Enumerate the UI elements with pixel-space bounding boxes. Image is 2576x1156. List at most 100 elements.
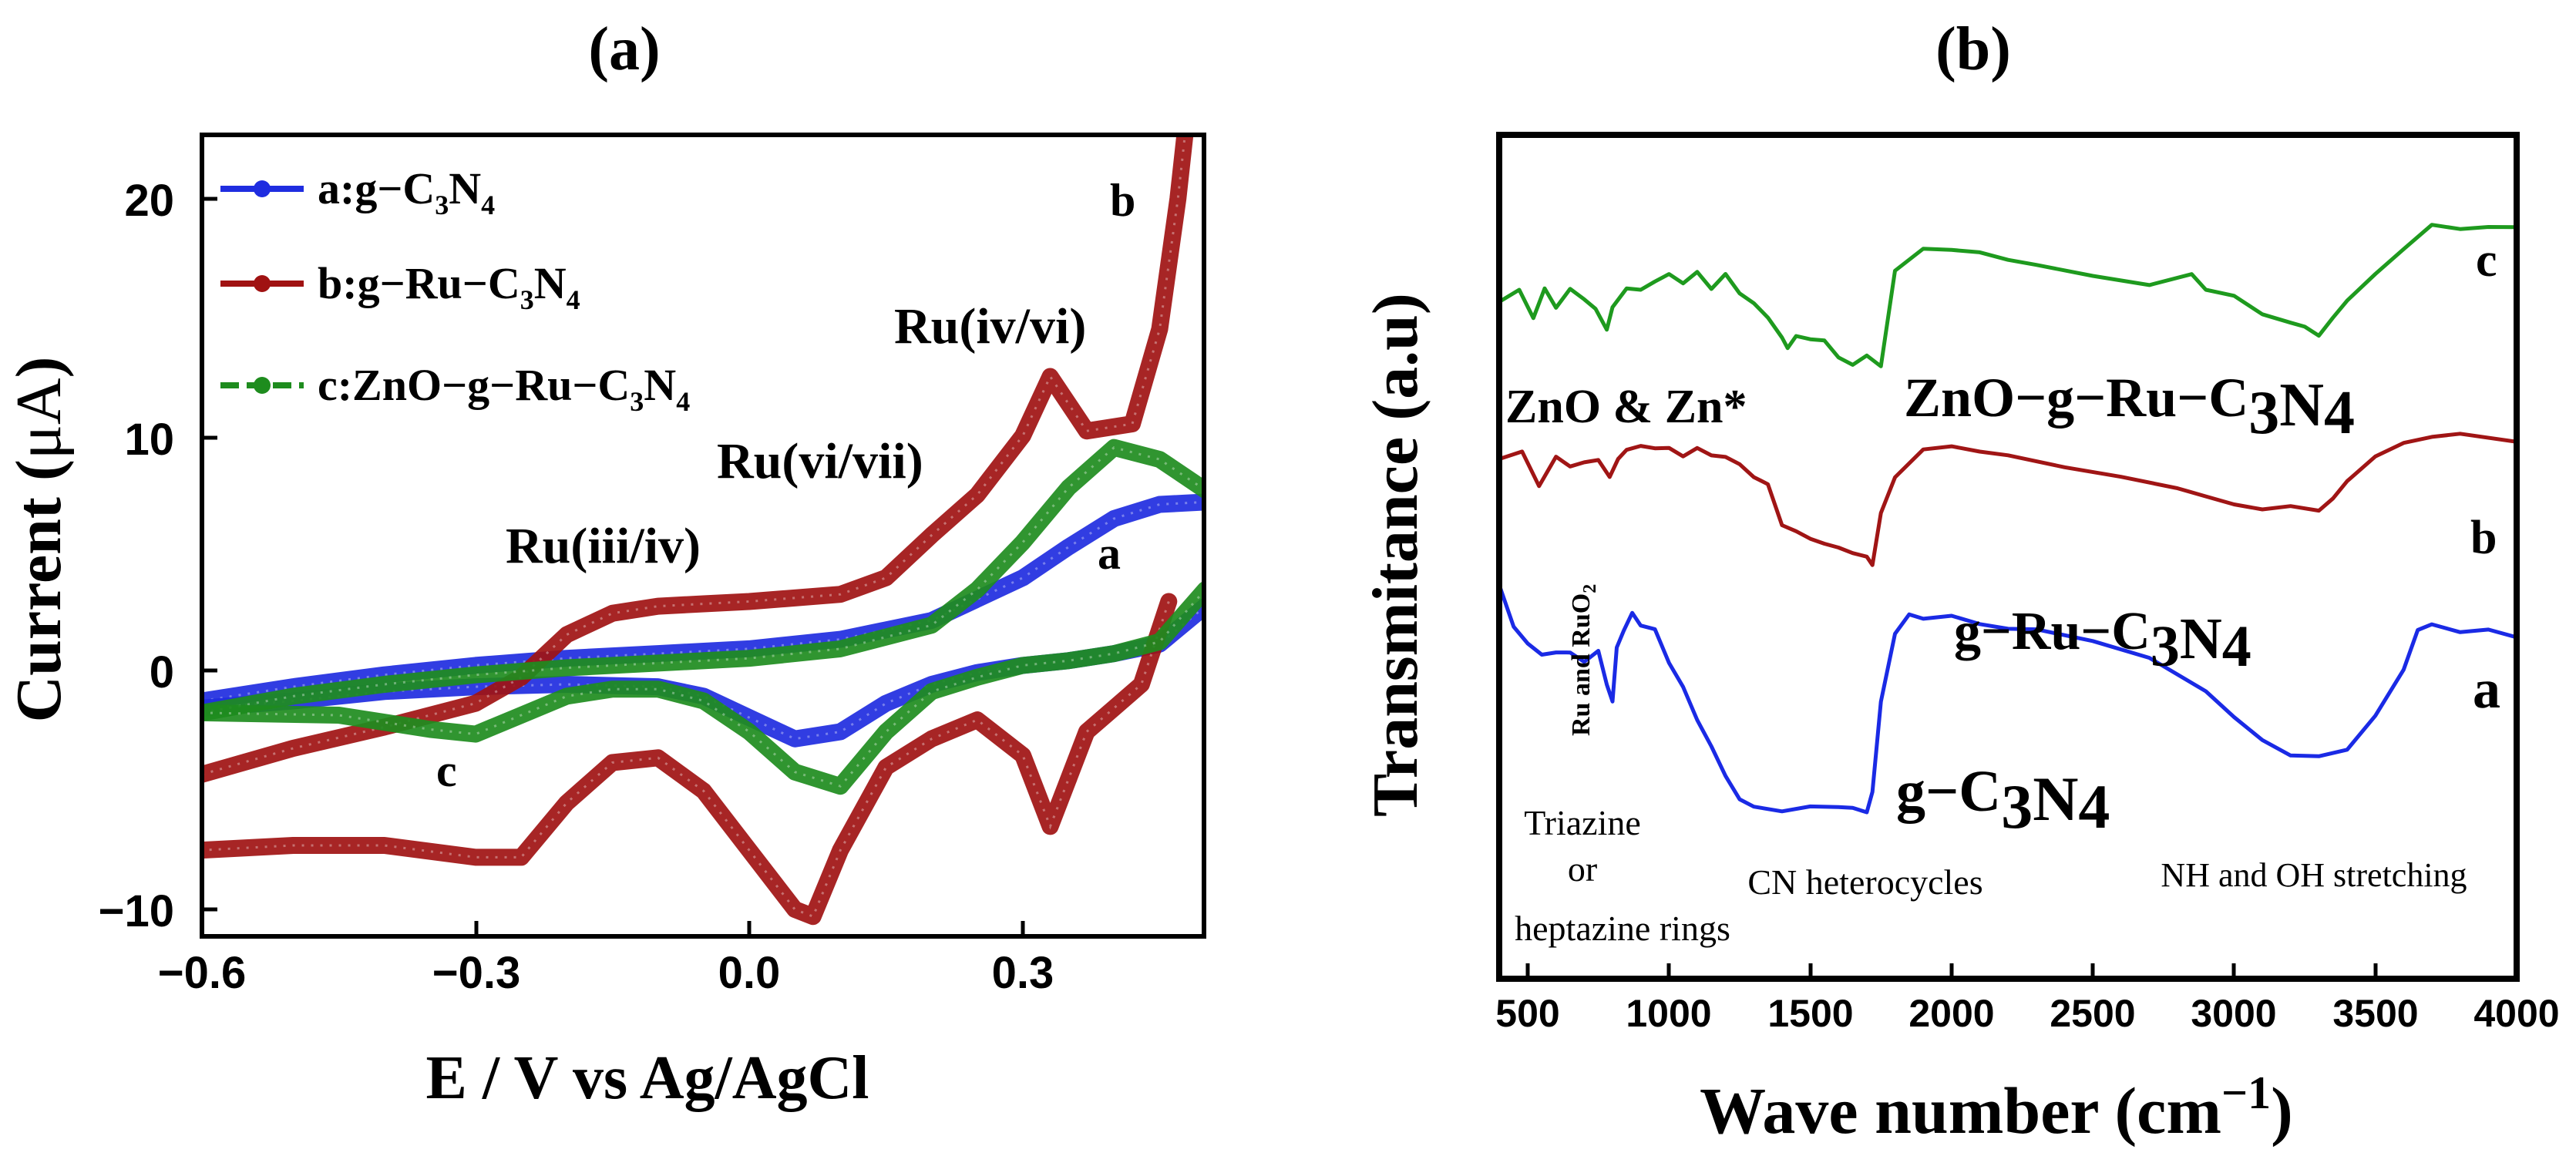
curve-label-a: a	[1098, 528, 1121, 579]
y-axis-title-close: )	[3, 356, 75, 378]
cv-curve-a-forward	[202, 493, 1204, 710]
spectrum-label-a: a	[2473, 658, 2500, 720]
annotation-ru-iii-iv: Ru(iii/iv)	[506, 518, 701, 574]
g-sub1: 3	[2001, 771, 2033, 842]
x-tick-label: 3000	[2191, 992, 2276, 1035]
spectrum-label-b: b	[2470, 512, 2497, 564]
panel-a-series	[202, 135, 1204, 926]
legend-marker-a	[254, 180, 271, 197]
legend-c-sub1: 3	[630, 386, 644, 417]
x-tick-label: 1500	[1767, 992, 1853, 1035]
cv-curve-b-reverse-markers	[202, 601, 1170, 919]
g-mid: N	[2033, 764, 2078, 834]
x-tick-label: −0.3	[432, 948, 521, 998]
zno-g-ru-prefix: ZnO−g−Ru−C	[1904, 367, 2248, 428]
cv-curve-a-forward-markers	[202, 500, 1204, 702]
ru-ruo-sub: 2	[1580, 584, 1600, 593]
cv-curve-b-reverse	[202, 593, 1178, 926]
x-axis-title-text: Wave number (cm	[1700, 1074, 2221, 1148]
g-ru-sub2: 4	[2222, 614, 2251, 679]
annotation-zno-g-ru-c3n4: ZnO−g−Ru−C3N4	[1904, 367, 2355, 447]
annotation-triazine-2: or	[1568, 849, 1597, 889]
panel-a-frame	[200, 133, 1206, 939]
panel-b-y-axis-title: Transmitance (a.u)	[1360, 293, 1431, 817]
panel-a-y-axis-title: Current (μA)	[3, 356, 75, 722]
x-tick-label: 4000	[2473, 992, 2559, 1035]
legend-label-a: a:g−C3N4	[318, 163, 495, 220]
g-ru-mid: N	[2180, 607, 2222, 671]
zno-g-ru-sub1: 3	[2248, 379, 2279, 447]
y-axis-title-text: Current (	[3, 459, 75, 722]
x-tick-label: 0.0	[718, 948, 781, 998]
panel-a-legend: a:g−C3N4 b:g−Ru−C3N4 c:ZnO−g−Ru−C3N4	[220, 163, 690, 417]
annotation-ru-vi-vii: Ru(vi/vii)	[717, 433, 923, 489]
annotation-g-c3n4: g−C3N4	[1896, 759, 2110, 842]
annotation-ru-iv-vi: Ru(iv/vi)	[894, 298, 1086, 355]
ftir-spectrum-a	[1499, 584, 2517, 815]
panel-a-y-ticks: 20 10 0 −10	[99, 176, 217, 936]
legend-label-c: c:ZnO−g−Ru−C3N4	[318, 360, 690, 417]
cv-curve-b-forward-markers	[202, 135, 1186, 776]
x-tick-label: 2000	[1908, 992, 1994, 1035]
legend-b-sub2: 4	[567, 284, 580, 315]
legend-a-mid: N	[449, 163, 481, 213]
annotation-triazine-3: heptazine rings	[1515, 909, 1730, 948]
x-tick-label: 2500	[2050, 992, 2135, 1035]
annotation-nh-oh: NH and OH stretching	[2161, 856, 2467, 894]
legend-b-prefix: b:g−Ru−C	[318, 258, 520, 308]
x-axis-title-sup: −1	[2221, 1067, 2271, 1118]
spectrum-label-c: c	[2476, 234, 2497, 287]
panel-b-series	[1499, 223, 2517, 815]
legend-c-sub2: 4	[676, 386, 690, 417]
legend-label-b: b:g−Ru−C3N4	[318, 258, 580, 315]
panel-b-frame	[1496, 132, 2520, 982]
annotation-g-ru-c3n4: g−Ru−C3N4	[1954, 602, 2251, 679]
g-prefix: g−C	[1896, 759, 2001, 824]
x-tick-label: 500	[1495, 992, 1559, 1035]
y-tick-label: 0	[150, 647, 174, 697]
y-tick-label: −10	[99, 886, 174, 936]
panel-b-title: (b)	[1935, 15, 2011, 83]
g-ru-sub1: 3	[2151, 614, 2180, 679]
cv-curve-a-reverse-markers	[202, 606, 1204, 741]
g-ru-prefix: g−Ru−C	[1954, 602, 2151, 661]
x-tick-label: 3500	[2332, 992, 2418, 1035]
legend-marker-c	[254, 377, 271, 394]
legend-a-sub2: 4	[481, 190, 495, 220]
panel-a-title: (a)	[588, 15, 660, 83]
legend-c-mid: N	[644, 360, 676, 410]
panel-b-x-ticks: 500 1000 1500 2000 2500 3000 3500 4000	[1495, 963, 2560, 1035]
legend-marker-b	[254, 275, 271, 292]
legend-b-sub1: 3	[520, 284, 534, 315]
cv-curve-b-forward	[202, 135, 1194, 783]
panel-b-x-axis-title: Wave number (cm−1)	[1700, 1067, 2293, 1148]
zno-g-ru-sub2: 4	[2324, 379, 2355, 447]
annotation-zno-zn: ZnO & Zn*	[1505, 381, 1747, 433]
cv-curve-c-forward	[202, 439, 1204, 721]
zno-g-ru-mid: N	[2279, 371, 2324, 439]
y-axis-title-unit: μA	[3, 378, 75, 459]
g-sub2: 4	[2078, 771, 2110, 842]
legend-a-sub1: 3	[435, 190, 449, 220]
legend-b-mid: N	[534, 258, 567, 308]
x-tick-label: 0.3	[992, 948, 1054, 998]
annotation-ru-ruo2: Ru and RuO2	[1567, 584, 1600, 736]
x-tick-label: 1000	[1626, 992, 1711, 1035]
annotation-cn-heterocycles: CN heterocycles	[1747, 862, 1982, 902]
ftir-spectrum-b	[1499, 432, 2517, 567]
x-tick-label: −0.6	[158, 948, 247, 998]
panel-a-x-ticks: −0.6 −0.3 0.0 0.3	[158, 921, 1054, 998]
legend-a-prefix: a:g−C	[318, 163, 435, 213]
y-tick-label: 20	[124, 176, 174, 226]
ftir-spectrum-c	[1499, 223, 2517, 368]
curve-label-c: c	[436, 745, 457, 796]
curve-label-b: b	[1110, 175, 1135, 226]
panel-a-x-axis-title: E / V vs Ag/AgCl	[426, 1044, 869, 1112]
cv-curve-c-reverse	[202, 581, 1204, 795]
legend-c-prefix: c:ZnO−g−Ru−C	[318, 360, 630, 410]
x-axis-title-close: )	[2271, 1074, 2293, 1148]
y-tick-label: 10	[124, 415, 174, 465]
cv-curve-c-forward-markers	[202, 446, 1204, 714]
annotation-triazine-1: Triazine	[1524, 803, 1641, 842]
